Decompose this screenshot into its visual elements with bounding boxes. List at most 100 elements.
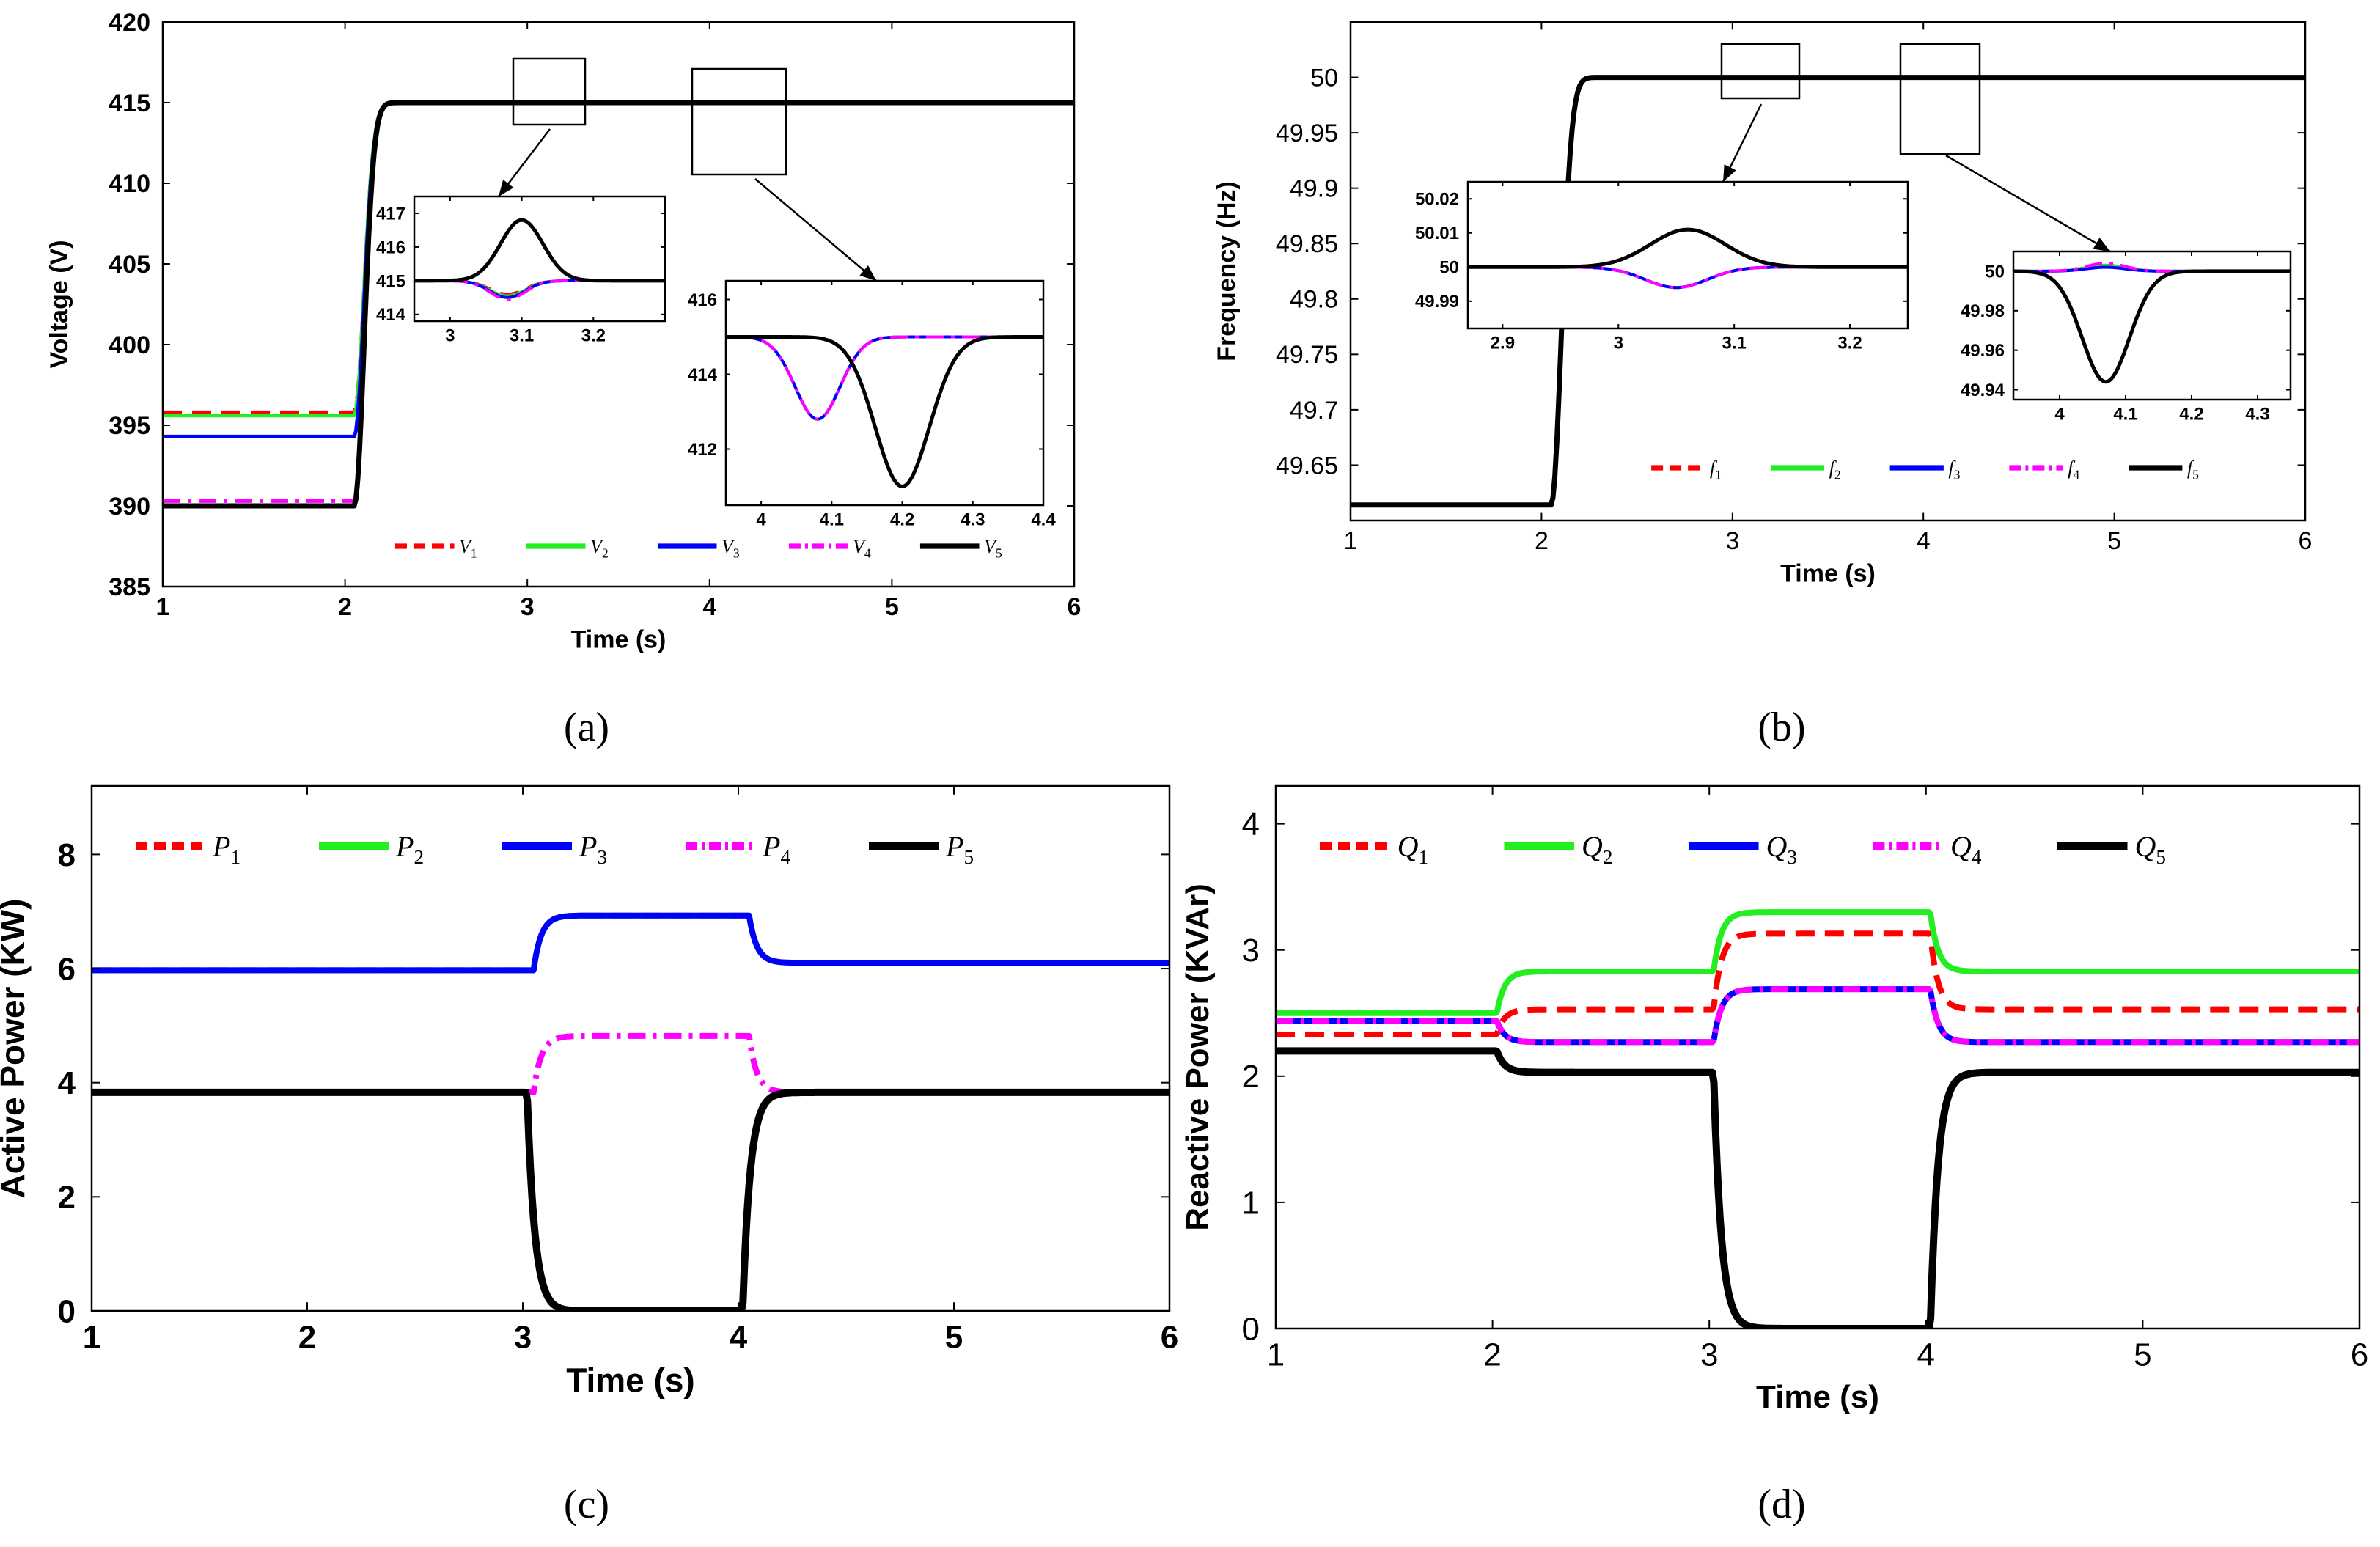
inset-y-tick-label: 412: [688, 440, 717, 460]
inset-y-tick-label: 414: [688, 365, 718, 385]
inset-x-tick-label: 4.4: [1031, 510, 1056, 530]
plot-frame: [1349, 21, 2307, 522]
legend-item-f4-label: f4: [2068, 458, 2079, 482]
series-line-Q2: [1276, 909, 2359, 1016]
inset-series-line-f5: [2013, 269, 2291, 384]
inset-series-line-f5: [1468, 227, 1908, 269]
inset-x-tick-label: 4.1: [2113, 405, 2137, 425]
panel-caption: (b): [1758, 705, 1805, 750]
inset-x-tick-label: 4.2: [2179, 405, 2203, 425]
legend-item-Q5-label: Q5: [2134, 830, 2165, 868]
plot-frame: [1274, 784, 2361, 1330]
zoom-arrow: [1945, 154, 2111, 253]
y-tick-label: 390: [109, 493, 150, 521]
inset-x-tick-label: 3.2: [581, 326, 606, 346]
plot-frame: [90, 784, 1171, 1312]
legend-item-V1-label: V1: [459, 536, 477, 561]
x-tick-label: 3: [514, 1320, 532, 1356]
y-tick-label: 49.95: [1276, 120, 1338, 147]
zoom-indicator: [691, 67, 877, 282]
zoom-arrow-head: [499, 180, 514, 196]
y-tick-label: 8: [58, 837, 76, 873]
inset-chart: 4 4.1 4.2 4.3 49.94 49.96 49.98 50: [1961, 250, 2292, 425]
y-tick-label: 49.7: [1290, 397, 1338, 425]
x-tick-label: 6: [2299, 527, 2313, 555]
inset-chart: 4 4.1 4.2 4.3 4.4 412 414 416: [688, 279, 1056, 530]
inset-y-tick-label: 415: [376, 271, 405, 291]
inset-frame: [413, 195, 666, 323]
x-tick-label: 3: [1700, 1337, 1718, 1373]
chart-panel-b: 1 2 3 4 5 6 49.65 49.7 49.75 49.8 49.85 49.9 49.95 50…: [1213, 21, 2313, 750]
inset-x-tick-label: 4: [756, 510, 766, 530]
inset-frame: [724, 279, 1045, 507]
y-tick-label: 1: [1242, 1185, 1260, 1221]
inset-chart: 2.9 3 3.1 3.2 49.99 50 50.01 50.02: [1415, 180, 1909, 353]
legend-item-V3-label: V3: [721, 536, 740, 561]
inset-y-tick-label: 414: [376, 305, 406, 325]
panel-caption: (d): [1758, 1482, 1805, 1527]
x-tick-label: 6: [1161, 1320, 1178, 1356]
panel-caption: (a): [564, 705, 609, 750]
series-line-P4: [92, 1032, 1169, 1095]
legend-item-V4-label: V4: [853, 536, 871, 561]
inset-series-line-V5: [414, 218, 665, 283]
legend-item-Q4-label: Q4: [1950, 830, 1982, 868]
inset-plot-area: [2013, 262, 2291, 384]
inset-x-tick-label: 3: [445, 326, 455, 346]
x-tick-label: 2: [338, 593, 352, 621]
inset-y-tick-label: 49.99: [1415, 292, 1459, 312]
x-axis-label: Time (s): [1756, 1379, 1879, 1415]
legend-item-P1-label: P1: [212, 830, 240, 868]
y-tick-label: 405: [109, 251, 150, 279]
x-tick-label: 5: [2107, 527, 2121, 555]
x-axis-label: Time (s): [1780, 559, 1876, 587]
series-line-P5: [92, 1088, 1169, 1311]
x-tick-label: 1: [156, 593, 170, 621]
legend: V1 V2 V3 V4 V5: [394, 536, 1002, 561]
zoom-indicator: [1720, 43, 1801, 183]
x-tick-label: 4: [702, 593, 716, 621]
inset-x-tick-label: 3: [1614, 334, 1623, 353]
legend-item-f3-label: f3: [1948, 458, 1960, 482]
inset-y-tick-label: 417: [376, 204, 405, 224]
y-axis-label: Active Power (KW): [0, 899, 32, 1199]
y-tick-label: 420: [109, 9, 150, 37]
inset-y-tick-label: 50: [1439, 258, 1459, 278]
zoom-box: [512, 57, 587, 126]
y-tick-label: 0: [58, 1293, 76, 1329]
plot-area: [1276, 909, 2359, 1329]
zoom-box: [1899, 43, 1981, 155]
inset-x-tick-label: 4.3: [2245, 405, 2269, 425]
zoom-arrow-head: [2093, 238, 2110, 251]
plot-area: [92, 912, 1169, 1311]
inset-y-tick-label: 50.01: [1415, 224, 1459, 243]
y-tick-label: 49.65: [1276, 452, 1338, 479]
y-axis-label: Voltage (V): [45, 240, 73, 368]
zoom-indicator: [1899, 43, 2111, 253]
legend-item-P4-label: P4: [762, 830, 790, 868]
y-tick-label: 385: [109, 573, 150, 601]
x-tick-label: 2: [1535, 527, 1549, 555]
inset-x-tick-label: 4: [2054, 405, 2065, 425]
panel-caption: (c): [564, 1482, 609, 1527]
x-tick-label: 3: [521, 593, 535, 621]
inset-y-tick-label: 49.94: [1961, 381, 2005, 400]
y-tick-label: 6: [58, 951, 76, 987]
series-line-Q1: [1276, 930, 2359, 1037]
legend-item-P2-label: P2: [395, 830, 424, 868]
series-line-Q4: [1276, 986, 2359, 1046]
legend-item-Q1-label: Q1: [1397, 830, 1428, 868]
inset-plot-area: [726, 335, 1043, 488]
legend-item-f2-label: f2: [1829, 458, 1841, 482]
series-line-V5: [163, 100, 1074, 509]
x-tick-label: 1: [1344, 527, 1358, 555]
y-tick-label: 49.8: [1290, 286, 1338, 314]
legend: P1 P2 P3 P4 P5: [136, 830, 974, 868]
y-tick-label: 4: [1242, 806, 1260, 842]
y-tick-label: 2: [1242, 1059, 1260, 1095]
chart-panel-a: 1 2 3 4 5 6 385 390 395 400 405 410 415 420 Time (s) Vo…: [45, 9, 1081, 750]
x-tick-label: 4: [1917, 1337, 1935, 1373]
y-tick-label: 49.85: [1276, 230, 1338, 258]
series-line-f5: [1351, 75, 2305, 508]
inset-x-tick-label: 2.9: [1491, 334, 1515, 353]
